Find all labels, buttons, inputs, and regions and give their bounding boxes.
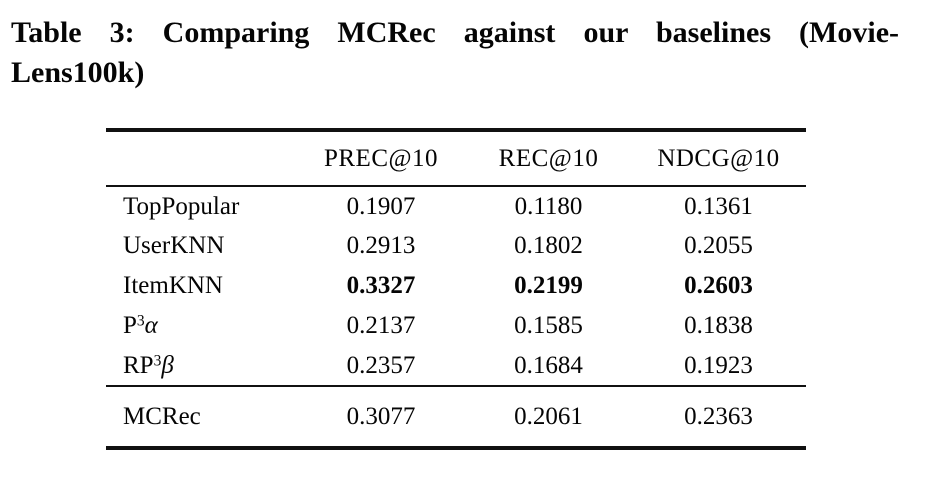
- cell-value: 0.3327: [346, 272, 416, 299]
- table-row-itemknn: ItemKNN 0.3327 0.2199 0.2603: [106, 266, 806, 306]
- caption-line-1: Table 3: Comparing MCRec against our bas…: [11, 16, 899, 49]
- row-label-text: UserKNN: [123, 232, 225, 259]
- cell-value: 0.1180: [514, 192, 583, 220]
- alpha-symbol: α: [144, 312, 158, 339]
- row-label-text: P: [123, 312, 137, 339]
- header-ndcg10: NDCG@10: [657, 144, 780, 172]
- cell-value: 0.1838: [684, 312, 753, 339]
- results-table-wrapper: PREC@10 REC@10 NDCG@10 TopPopular 0.1907…: [106, 128, 806, 450]
- header-prec10: PREC@10: [323, 144, 439, 172]
- header-row: PREC@10 REC@10 NDCG@10: [106, 130, 806, 186]
- table-row-rp3beta: RP3β 0.2357 0.1684 0.1923: [106, 346, 806, 386]
- header-rec10: REC@10: [498, 144, 599, 172]
- row-label-text: ItemKNN: [123, 272, 223, 299]
- caption-line-2: Lens100k): [11, 56, 145, 89]
- table-row-userknn: UserKNN 0.2913 0.1802 0.2055: [106, 226, 806, 266]
- beta-symbol: β: [161, 351, 174, 379]
- table-row-mcrec: MCRec 0.3077 0.2061 0.2363: [106, 386, 806, 448]
- cell-value: 0.2137: [346, 312, 416, 339]
- row-label-text: MCRec: [123, 402, 201, 430]
- table-row-p3alpha: P3α 0.2137 0.1585 0.1838: [106, 306, 806, 346]
- cell-value: 0.2603: [684, 272, 753, 299]
- results-table: PREC@10 REC@10 NDCG@10 TopPopular 0.1907…: [106, 128, 806, 450]
- cell-value: 0.1585: [514, 312, 583, 339]
- header-empty-cell: [106, 130, 296, 186]
- row-label: ItemKNN: [106, 266, 296, 306]
- cell-value: 0.3077: [346, 402, 416, 430]
- cell-value: 0.2061: [514, 402, 583, 430]
- cell-value: 0.2913: [346, 232, 416, 259]
- cell-value: 0.2199: [514, 272, 583, 299]
- cell-value: 0.2055: [684, 232, 753, 259]
- row-label: RP3β: [106, 346, 296, 386]
- cell-value: 0.1923: [684, 351, 753, 379]
- table-row-toppopular: TopPopular 0.1907 0.1180 0.1361: [106, 186, 806, 226]
- row-label-text: TopPopular: [123, 192, 240, 220]
- superscript-3: 3: [136, 312, 145, 330]
- row-label: P3α: [106, 306, 296, 346]
- cell-value: 0.2363: [684, 402, 753, 430]
- table-caption: Table 3: Comparing MCRec against our bas…: [11, 13, 899, 93]
- superscript-3: 3: [153, 351, 162, 369]
- cell-value: 0.1361: [684, 192, 753, 220]
- row-label: TopPopular: [106, 186, 296, 226]
- cell-value: 0.1907: [346, 192, 416, 220]
- cell-value: 0.1802: [514, 232, 583, 259]
- row-label: UserKNN: [106, 226, 296, 266]
- cell-value: 0.2357: [346, 351, 416, 379]
- row-label-text: RP: [123, 351, 154, 379]
- row-label: MCRec: [106, 386, 296, 448]
- cell-value: 0.1684: [514, 351, 583, 379]
